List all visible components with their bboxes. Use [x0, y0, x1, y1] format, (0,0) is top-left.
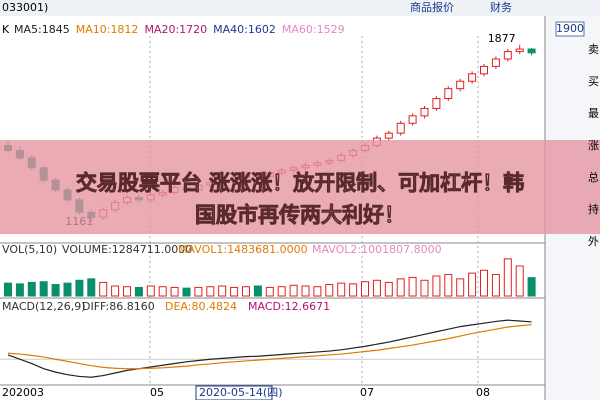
volume-bar	[301, 285, 310, 297]
ma-legend: MA40:1602	[213, 23, 276, 36]
volume-bar	[337, 282, 346, 297]
k-label: K	[2, 23, 10, 36]
volume-bar	[396, 278, 405, 297]
x-label: 05	[150, 386, 164, 399]
price-annotation: 1877	[488, 32, 516, 45]
volume-bar	[87, 278, 96, 297]
volume-bar	[456, 278, 465, 297]
volume-bar	[158, 286, 167, 297]
volume-bar	[503, 258, 512, 297]
volume-bar	[146, 285, 155, 297]
candle-body	[420, 107, 429, 117]
top-bar	[0, 0, 600, 16]
volume-bar	[134, 286, 143, 297]
candle-body	[491, 58, 500, 67]
volume-bar	[111, 285, 120, 297]
ma-legend: MA5:1845	[14, 23, 70, 36]
x-label: 2020-05-14(四)	[199, 386, 283, 399]
macd-legend: MACD(12,26,9)	[2, 300, 86, 313]
ma-legend: MA10:1812	[76, 23, 139, 36]
vol-legend: VOL(5,10)	[2, 243, 57, 256]
side-label: 总	[588, 170, 599, 184]
candle-body	[432, 98, 441, 109]
side-label: 买	[588, 75, 599, 88]
volume-bar	[242, 286, 250, 297]
volume-bar	[63, 282, 72, 297]
headline-band	[0, 140, 600, 234]
side-label: 外	[588, 235, 599, 248]
volume-bar	[408, 276, 417, 297]
menu-item[interactable]: 商品报价	[410, 0, 454, 14]
volume-bar	[206, 286, 215, 297]
volume-bar	[432, 275, 441, 297]
x-label: 07	[360, 386, 374, 399]
vol-legend: MAVOL1:1483681.0000	[178, 243, 308, 256]
candle-body	[527, 48, 536, 54]
volume-bar	[325, 284, 334, 297]
vol-legend: VOLUME:1284711.0000	[62, 243, 192, 256]
side-label: 涨	[588, 139, 599, 152]
volume-bar	[491, 274, 500, 297]
volume-bar	[99, 281, 108, 297]
volume-bar	[420, 279, 429, 297]
volume-bar	[39, 281, 48, 297]
candle-body	[468, 73, 477, 82]
volume-bar	[194, 286, 203, 297]
ma-legend: MA60:1529	[282, 23, 345, 36]
volume-bar	[218, 285, 227, 297]
side-label: 卖	[588, 43, 599, 56]
volume-bar	[51, 284, 60, 297]
ma-legend: MA20:1720	[144, 23, 207, 36]
side-label: 最	[588, 107, 599, 120]
volume-bar	[384, 281, 393, 297]
macd-legend: MACD:12.6671	[248, 300, 330, 313]
volume-bar	[170, 286, 179, 297]
price-box	[555, 21, 585, 37]
volume-bar	[230, 286, 239, 297]
volume-bar	[349, 283, 358, 297]
menu-item[interactable]: 财务	[490, 0, 512, 14]
macd-legend: DIFF:86.8160	[82, 300, 155, 313]
volume-bar	[313, 286, 322, 297]
candle-body	[456, 80, 465, 90]
macd-legend: DEA:80.4824	[165, 300, 237, 313]
x-label: 08	[476, 386, 490, 399]
volume-bar	[123, 286, 131, 297]
volume-bar	[372, 279, 381, 297]
headline: 国股市再传两大利好！	[195, 203, 405, 227]
x-label: 202003	[2, 386, 44, 399]
headline: 交易股票平台 涨涨涨！放开限制、可加杠杆！韩	[76, 171, 524, 195]
candle-body	[396, 122, 405, 134]
price-box-text: 1900	[556, 22, 584, 35]
side-label: 持	[588, 202, 599, 216]
volume-bar	[289, 284, 298, 297]
macd-line	[7, 324, 532, 370]
volume-bar	[75, 279, 84, 297]
volume-bar	[444, 274, 453, 297]
volume-bar	[277, 286, 286, 297]
volume-bar	[253, 285, 262, 297]
volume-bar	[361, 281, 369, 297]
volume-bar	[468, 272, 477, 297]
volume-bar	[265, 286, 274, 297]
candle-body	[480, 65, 488, 75]
volume-bar	[527, 277, 536, 297]
macd-line	[7, 319, 532, 378]
candle-body	[408, 115, 417, 124]
volume-bar	[480, 269, 488, 297]
vol-legend: MAVOL2:1001807.8000	[312, 243, 442, 256]
volume-bar	[182, 287, 191, 297]
volume-bar	[4, 282, 12, 297]
candle-body	[503, 51, 512, 60]
volume-bar	[15, 283, 24, 297]
stock-code: 033001)	[2, 1, 48, 14]
candle-body	[384, 132, 393, 139]
volume-bar	[27, 281, 36, 297]
candle-body	[444, 88, 453, 100]
volume-bar	[515, 265, 524, 297]
candle-body	[515, 48, 524, 53]
